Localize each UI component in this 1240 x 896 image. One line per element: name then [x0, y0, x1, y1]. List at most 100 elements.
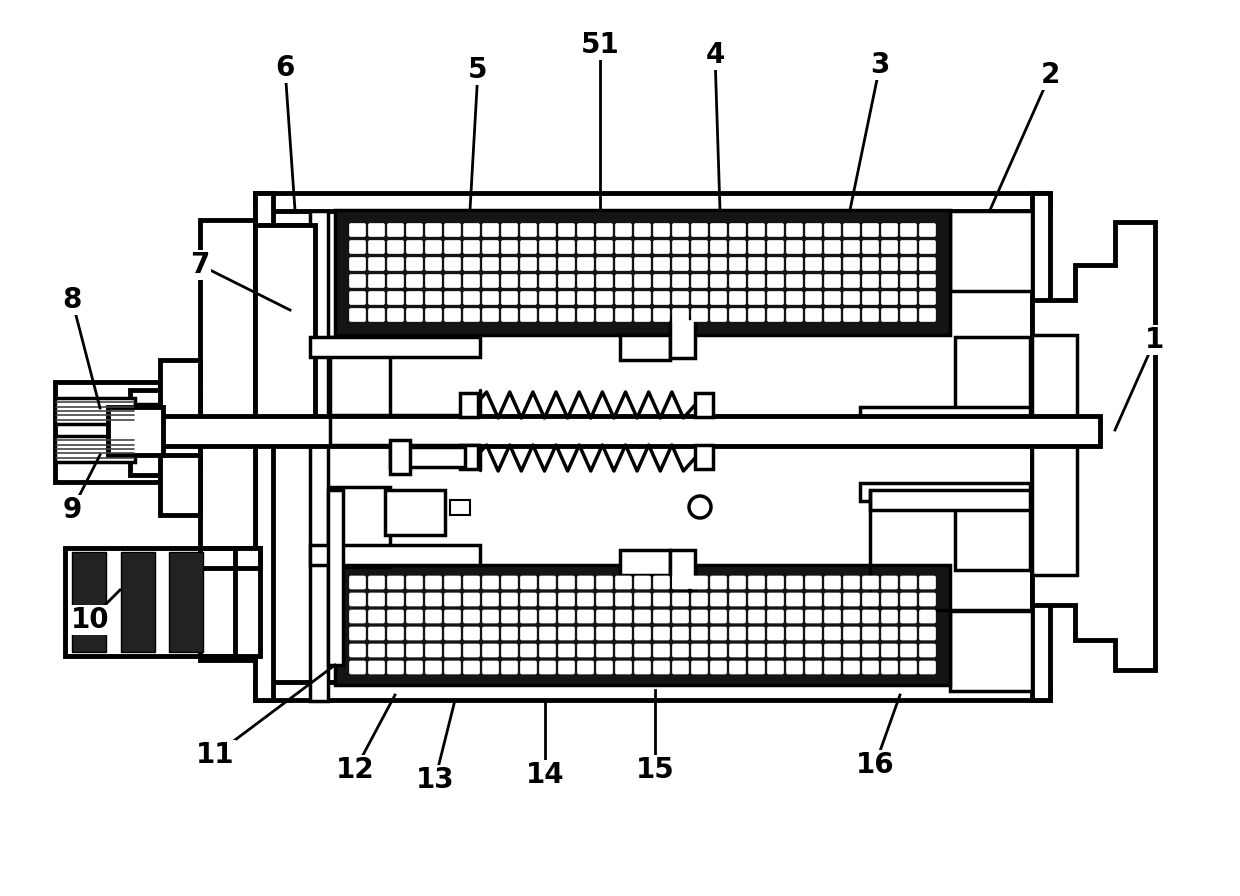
FancyBboxPatch shape	[900, 644, 916, 657]
FancyBboxPatch shape	[407, 223, 423, 237]
FancyBboxPatch shape	[425, 223, 441, 237]
FancyBboxPatch shape	[692, 576, 708, 589]
FancyBboxPatch shape	[464, 627, 480, 640]
FancyBboxPatch shape	[482, 274, 498, 288]
FancyBboxPatch shape	[425, 308, 441, 322]
FancyBboxPatch shape	[539, 223, 556, 237]
Text: 6: 6	[275, 54, 295, 82]
FancyBboxPatch shape	[900, 291, 916, 305]
FancyBboxPatch shape	[615, 644, 631, 657]
FancyBboxPatch shape	[615, 627, 631, 640]
FancyBboxPatch shape	[806, 593, 821, 606]
FancyBboxPatch shape	[501, 291, 517, 305]
FancyBboxPatch shape	[786, 308, 802, 322]
Bar	[160, 455, 200, 515]
FancyBboxPatch shape	[407, 308, 423, 322]
FancyBboxPatch shape	[558, 223, 574, 237]
FancyBboxPatch shape	[768, 308, 784, 322]
FancyBboxPatch shape	[482, 576, 498, 589]
FancyBboxPatch shape	[425, 644, 441, 657]
FancyBboxPatch shape	[501, 223, 517, 237]
FancyBboxPatch shape	[900, 274, 916, 288]
FancyBboxPatch shape	[920, 257, 935, 271]
FancyBboxPatch shape	[786, 223, 802, 237]
FancyBboxPatch shape	[615, 661, 631, 674]
FancyBboxPatch shape	[521, 308, 537, 322]
FancyBboxPatch shape	[692, 661, 708, 674]
FancyBboxPatch shape	[425, 661, 441, 674]
FancyBboxPatch shape	[539, 291, 556, 305]
FancyBboxPatch shape	[825, 240, 841, 254]
FancyBboxPatch shape	[863, 308, 878, 322]
FancyBboxPatch shape	[806, 223, 821, 237]
FancyBboxPatch shape	[464, 223, 480, 237]
FancyBboxPatch shape	[425, 576, 441, 589]
FancyBboxPatch shape	[711, 291, 727, 305]
FancyBboxPatch shape	[692, 593, 708, 606]
FancyBboxPatch shape	[768, 240, 784, 254]
FancyBboxPatch shape	[863, 291, 878, 305]
FancyBboxPatch shape	[407, 661, 423, 674]
FancyBboxPatch shape	[387, 610, 403, 623]
FancyBboxPatch shape	[521, 627, 537, 640]
FancyBboxPatch shape	[521, 257, 537, 271]
FancyBboxPatch shape	[350, 593, 366, 606]
FancyBboxPatch shape	[350, 240, 366, 254]
FancyBboxPatch shape	[692, 223, 708, 237]
FancyBboxPatch shape	[425, 291, 441, 305]
FancyBboxPatch shape	[539, 644, 556, 657]
FancyBboxPatch shape	[786, 644, 802, 657]
FancyBboxPatch shape	[558, 593, 574, 606]
FancyBboxPatch shape	[749, 308, 765, 322]
FancyBboxPatch shape	[749, 274, 765, 288]
FancyBboxPatch shape	[464, 240, 480, 254]
FancyBboxPatch shape	[882, 593, 898, 606]
FancyBboxPatch shape	[882, 576, 898, 589]
FancyBboxPatch shape	[521, 291, 537, 305]
FancyBboxPatch shape	[558, 240, 574, 254]
Bar	[64, 548, 236, 656]
FancyBboxPatch shape	[596, 308, 613, 322]
FancyBboxPatch shape	[464, 593, 480, 606]
Bar	[955, 337, 1030, 417]
FancyBboxPatch shape	[539, 257, 556, 271]
Text: 5: 5	[469, 56, 487, 84]
FancyBboxPatch shape	[692, 257, 708, 271]
Bar	[391, 440, 410, 474]
FancyBboxPatch shape	[444, 223, 460, 237]
Bar	[64, 548, 236, 656]
Bar	[55, 382, 160, 482]
FancyBboxPatch shape	[843, 627, 859, 640]
FancyBboxPatch shape	[729, 308, 745, 322]
FancyBboxPatch shape	[635, 308, 651, 322]
FancyBboxPatch shape	[521, 240, 537, 254]
FancyBboxPatch shape	[368, 257, 384, 271]
FancyBboxPatch shape	[806, 644, 821, 657]
FancyBboxPatch shape	[350, 274, 366, 288]
Bar	[310, 545, 480, 565]
FancyBboxPatch shape	[692, 627, 708, 640]
FancyBboxPatch shape	[501, 308, 517, 322]
FancyBboxPatch shape	[578, 308, 594, 322]
FancyBboxPatch shape	[539, 240, 556, 254]
FancyBboxPatch shape	[672, 240, 688, 254]
FancyBboxPatch shape	[521, 274, 537, 288]
FancyBboxPatch shape	[407, 593, 423, 606]
FancyBboxPatch shape	[653, 291, 670, 305]
FancyBboxPatch shape	[407, 644, 423, 657]
FancyBboxPatch shape	[768, 627, 784, 640]
FancyBboxPatch shape	[863, 644, 878, 657]
FancyBboxPatch shape	[672, 257, 688, 271]
FancyBboxPatch shape	[387, 240, 403, 254]
FancyBboxPatch shape	[387, 593, 403, 606]
Bar	[120, 552, 155, 652]
FancyBboxPatch shape	[444, 644, 460, 657]
Bar	[950, 611, 1032, 691]
FancyBboxPatch shape	[615, 257, 631, 271]
FancyBboxPatch shape	[350, 308, 366, 322]
FancyBboxPatch shape	[692, 610, 708, 623]
Bar	[200, 220, 255, 660]
FancyBboxPatch shape	[843, 576, 859, 589]
FancyBboxPatch shape	[843, 308, 859, 322]
Circle shape	[689, 496, 711, 518]
